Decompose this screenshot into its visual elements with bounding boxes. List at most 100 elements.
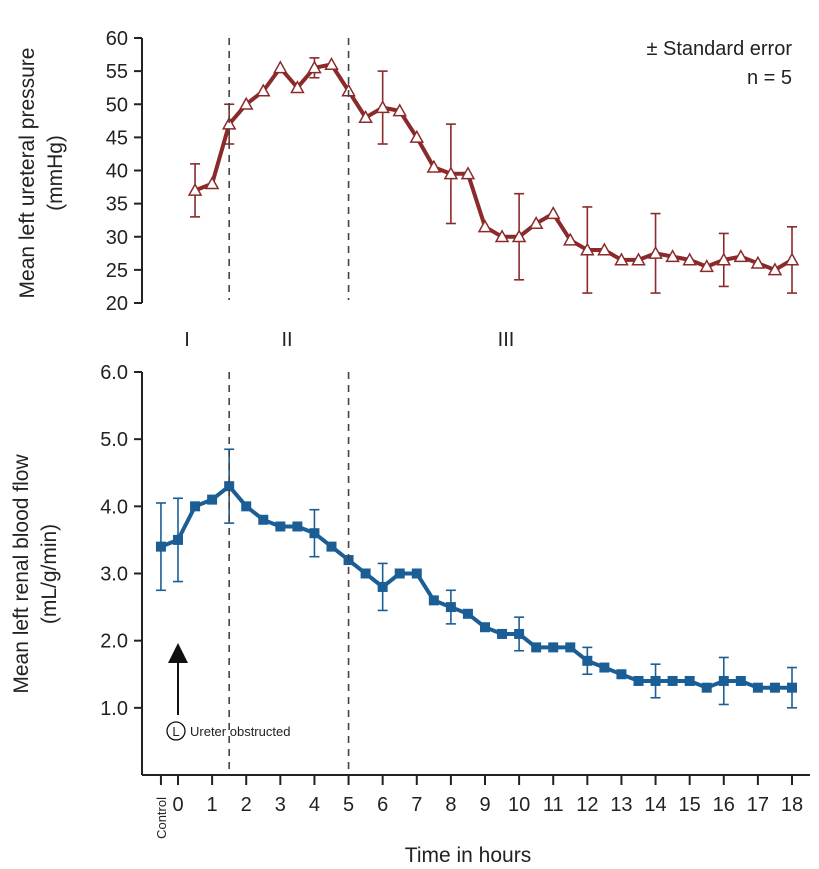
pressure-y-tick-label: 60	[106, 28, 128, 50]
flow-point	[633, 675, 644, 686]
flow-point	[207, 494, 218, 505]
phase-labels: I II III	[184, 329, 514, 351]
pressure-point	[392, 103, 407, 117]
flow-point	[360, 568, 371, 579]
pressure-point	[494, 229, 510, 243]
flow-point	[735, 675, 746, 686]
pressure-markers	[187, 56, 800, 276]
pressure-point	[290, 80, 305, 94]
pressure-error-bars	[190, 57, 797, 294]
x-tick-label: 18	[781, 794, 803, 816]
pressure-series-line	[194, 62, 794, 272]
x-tick-label: 9	[479, 794, 490, 816]
phase-dividers	[228, 38, 350, 775]
phase-label-ii: II	[281, 329, 292, 351]
flow-y-tick-label: 3.0	[100, 564, 128, 586]
pressure-y-tick-label: 45	[106, 127, 128, 149]
ureter-obstructed-label: Ureter obstructed	[190, 724, 290, 739]
pressure-point	[204, 176, 220, 190]
flow-y-axis-title-line1: Mean left renal blood flow	[10, 454, 33, 694]
sample-size-annotation: n = 5	[747, 67, 792, 89]
flow-y-tick-label: 6.0	[100, 362, 128, 384]
flow-point	[718, 675, 729, 686]
flow-point	[292, 521, 303, 532]
pressure-point	[545, 206, 561, 220]
pressure-point	[409, 129, 425, 143]
x-tick-label: 5	[343, 794, 354, 816]
flow-point	[326, 541, 337, 552]
pressure-point	[580, 242, 595, 256]
x-tick-label: 10	[508, 794, 530, 816]
flow-point	[616, 669, 627, 680]
flow-point	[190, 501, 201, 512]
pressure-y-axis-title-line1: Mean left ureteral pressure	[16, 48, 39, 299]
flow-point	[224, 481, 235, 492]
flow-y-tick-label: 5.0	[100, 429, 128, 451]
x-tick-label: 8	[445, 794, 456, 816]
flow-point	[445, 602, 456, 613]
pressure-point	[750, 255, 766, 269]
x-tick-label: 16	[713, 794, 735, 816]
flow-point	[411, 568, 422, 579]
x-axis-title: Time in hours	[405, 844, 531, 867]
pressure-point	[597, 242, 612, 256]
flow-point	[377, 581, 388, 592]
flow-point	[650, 675, 661, 686]
flow-point	[497, 628, 508, 639]
pressure-point	[563, 232, 578, 246]
pressure-point	[699, 259, 714, 273]
pressure-axes: 60 55 50 45 40 35 30 25 20	[106, 28, 143, 315]
flow-y-tick-label: 4.0	[100, 496, 128, 518]
pressure-point	[477, 219, 493, 233]
flow-point	[667, 675, 678, 686]
pressure-point	[307, 60, 322, 74]
pressure-y-axis-title-line2: (mmHg)	[44, 135, 67, 211]
pressure-point	[682, 252, 697, 266]
x-tick-label: 6	[377, 794, 388, 816]
pressure-point	[716, 252, 732, 266]
flow-point	[752, 682, 763, 693]
blood-flow-markers	[155, 481, 797, 693]
x-tick-label: 17	[747, 794, 769, 816]
x-tick-label: 14	[644, 794, 666, 816]
pressure-point	[460, 166, 476, 180]
blood-flow-series-line	[160, 484, 792, 690]
flow-y-tick-label: 1.0	[100, 698, 128, 720]
flow-point	[684, 675, 695, 686]
pressure-point	[375, 100, 390, 114]
x-tick-label: 13	[610, 794, 632, 816]
x-tick-label: 7	[411, 794, 422, 816]
flow-point	[258, 514, 269, 525]
pressure-point	[187, 182, 203, 196]
x-tick-label: 15	[679, 794, 701, 816]
x-tick-label-control: Control	[154, 797, 169, 839]
phase-label-i: I	[184, 329, 190, 351]
flow-point	[787, 682, 797, 693]
ureter-obstructed-annotation: L Ureter obstructed	[166, 643, 290, 741]
pressure-y-tick-label: 35	[106, 194, 128, 216]
flow-point	[531, 642, 542, 653]
pressure-point	[443, 166, 459, 180]
flow-point	[428, 595, 439, 606]
pressure-point	[358, 109, 373, 124]
flow-point	[173, 534, 183, 545]
pressure-point	[631, 252, 646, 266]
pressure-y-tick-label: 50	[106, 94, 128, 116]
pressure-point	[256, 83, 271, 97]
flow-y-axis-title-line2: (mL/g/min)	[38, 524, 61, 624]
blood-flow-error-bars	[155, 448, 797, 709]
flow-point	[394, 568, 405, 579]
x-tick-label: 12	[576, 794, 598, 816]
pressure-y-tick-label: 55	[106, 61, 128, 83]
pressure-y-tick-label: 30	[106, 227, 128, 249]
x-tick-label: 2	[241, 794, 252, 816]
flow-point	[514, 628, 525, 639]
x-tick-label: 0	[172, 794, 183, 816]
pressure-point	[238, 96, 254, 110]
ureteral-pressure-panel: 60 55 50 45 40 35 30 25 20 Mean left ureteral pr…	[16, 28, 800, 315]
pressure-y-tick-label: 40	[106, 161, 128, 183]
pressure-point	[648, 245, 663, 259]
